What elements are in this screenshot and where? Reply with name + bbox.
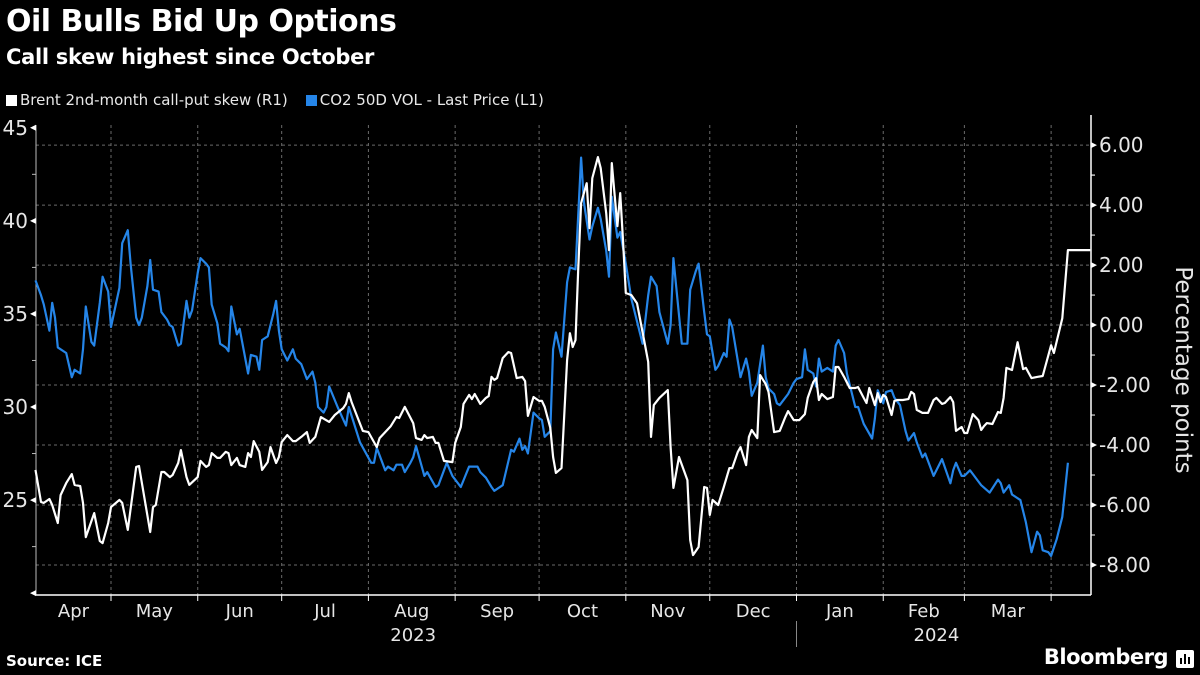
right-axis-tick-marker	[1091, 442, 1097, 449]
x-tick-label: Apr	[58, 601, 90, 622]
bloomberg-chart-icon	[1176, 650, 1194, 668]
right-axis-tick-label: 0.00	[1099, 313, 1144, 337]
x-tick-label: Jan	[825, 601, 854, 622]
left-axis-tick-marker	[30, 124, 36, 131]
year-label: 2023	[390, 625, 436, 646]
x-tick-label: Nov	[650, 601, 685, 622]
left-axis-tick-marker	[30, 217, 36, 224]
legend-item-brent-skew: Brent 2nd-month call-put skew (R1)	[6, 91, 288, 109]
bloomberg-logo: Bloomberg	[1043, 645, 1169, 669]
right-axis-tick-label: 2.00	[1099, 253, 1144, 277]
right-axis-tick-label: -6.00	[1099, 493, 1151, 517]
legend: Brent 2nd-month call-put skew (R1) CO2 5…	[6, 91, 544, 109]
source-note: Source: ICE	[6, 652, 103, 670]
right-axis-tick-marker	[1091, 502, 1097, 509]
x-tick-label: Oct	[567, 601, 598, 622]
left-axis-tick-label: 40	[3, 209, 28, 233]
right-axis-tick-label: 6.00	[1099, 133, 1144, 157]
right-axis-tick-marker	[1091, 142, 1097, 149]
right-axis-tick-marker	[1091, 562, 1097, 569]
series-line-co2-vol	[34, 156, 1069, 558]
chart-title: Oil Bulls Bid Up Options	[6, 4, 397, 39]
legend-label: Brent 2nd-month call-put skew (R1)	[20, 91, 288, 109]
legend-label: CO2 50D VOL - Last Price (L1)	[319, 91, 544, 109]
x-tick-label: Sep	[480, 601, 514, 622]
left-axis-tick-label: 30	[3, 395, 28, 419]
chart-subtitle: Call skew highest since October	[6, 45, 375, 69]
series-line-brent-skew	[34, 156, 1091, 557]
year-label: 2024	[914, 625, 960, 646]
left-axis-tick-label: 45	[3, 116, 28, 140]
x-tick-label: Aug	[394, 601, 429, 622]
legend-item-co2-vol: CO2 50D VOL - Last Price (L1)	[305, 91, 544, 109]
x-tick-label: Dec	[736, 601, 771, 622]
right-axis-tick-label: -2.00	[1099, 373, 1151, 397]
x-tick-label: Mar	[991, 601, 1026, 622]
left-axis-tick-marker	[30, 590, 36, 597]
right-axis-tick-marker	[1091, 262, 1097, 269]
left-axis-tick-label: 25	[3, 488, 28, 512]
legend-swatch-white	[6, 94, 17, 106]
legend-swatch-blue	[305, 94, 317, 106]
x-tick-label: Feb	[908, 601, 940, 622]
left-axis-tick-marker	[30, 497, 36, 504]
left-axis-tick-marker	[30, 310, 36, 317]
right-axis-tick-label: -8.00	[1099, 553, 1151, 577]
right-axis-tick-label: -4.00	[1099, 433, 1151, 457]
x-tick-label: Jul	[313, 601, 336, 622]
left-axis-tick-marker	[30, 404, 36, 410]
right-axis-tick-marker	[1091, 382, 1097, 389]
x-tick-label: Jun	[225, 601, 254, 622]
left-axis-tick-label: 35	[3, 302, 28, 326]
x-tick-label: May	[136, 601, 174, 622]
right-axis-tick-marker	[1091, 322, 1097, 329]
right-axis-tick-label: 4.00	[1099, 193, 1144, 217]
right-axis-tick-marker	[1091, 202, 1097, 209]
right-axis-title: Percentage points	[1170, 266, 1196, 473]
